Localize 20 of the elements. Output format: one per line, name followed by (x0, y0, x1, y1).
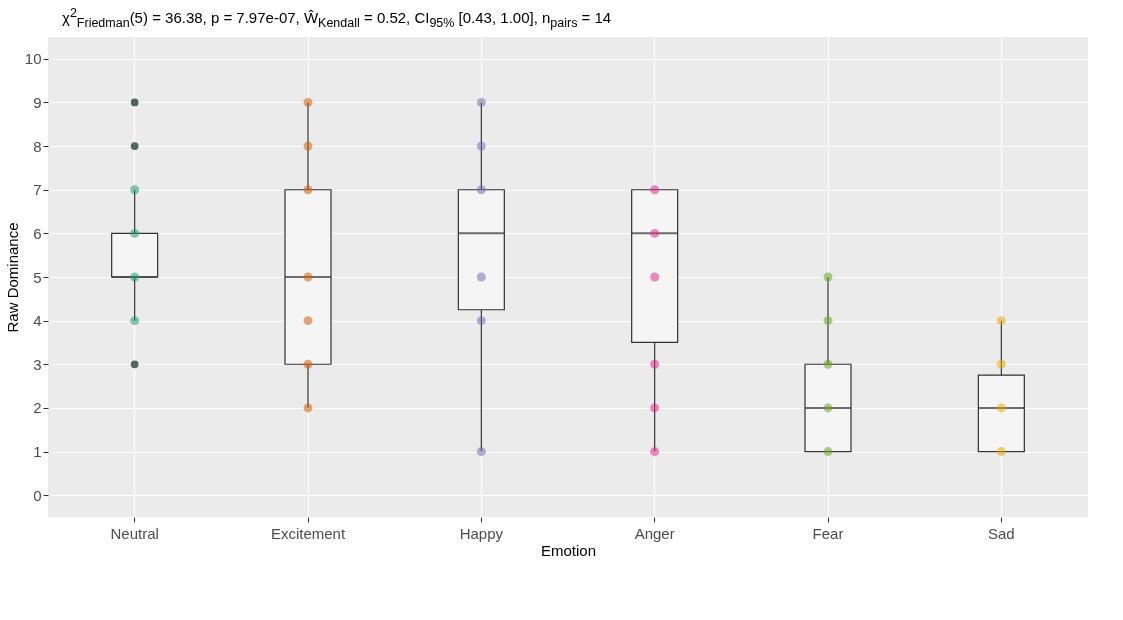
y-tick-label: 6 (33, 224, 42, 242)
y-tick-label: 10 (24, 50, 42, 68)
y-tick-label: 5 (33, 268, 42, 286)
chart-title: χ$^{2}$$_{Friedman}$(5) = 36.38, p = 7.97e-07, Ŵ$_{Kendall}$ = 0.52, CI$_{95%}$ [0.43, 1.00], n$_{pairs}$ = 14 (62, 6, 612, 30)
y-axis-title: Raw Dominance (3, 222, 21, 333)
x-tick-label: Happy (459, 524, 504, 542)
y-tick-label: 7 (33, 181, 42, 199)
x-tick-label: Fear (812, 524, 844, 542)
y-tick-label: 8 (33, 137, 42, 155)
y-tick-label: 2 (33, 399, 42, 417)
x-axis-title: Emotion (540, 541, 597, 559)
y-tick-label: 3 (33, 355, 42, 373)
y-tick-label: 4 (33, 312, 42, 330)
y-tick-label: 0 (33, 486, 42, 504)
y-tick-label: 1 (33, 443, 42, 461)
y-tick-label: 9 (33, 93, 42, 111)
x-tick-label: Excitement (270, 524, 346, 542)
x-tick-label: Sad (987, 524, 1015, 542)
x-tick-label: Neutral (110, 524, 159, 542)
x-tick-label: Anger (634, 524, 675, 542)
